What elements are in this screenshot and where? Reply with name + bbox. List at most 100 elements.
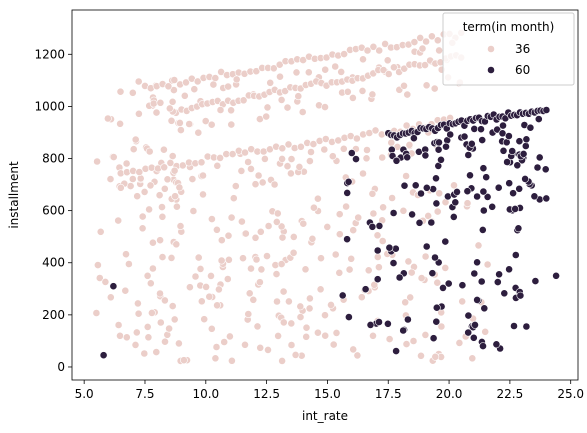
point-36 [289, 232, 298, 241]
point-36 [463, 199, 472, 208]
point-60 [399, 326, 408, 335]
point-36 [194, 253, 203, 262]
point-36 [307, 148, 315, 156]
point-36 [404, 257, 413, 266]
point-60 [479, 342, 487, 350]
point-36 [237, 166, 246, 175]
point-60 [451, 198, 460, 207]
point-36 [272, 217, 281, 226]
point-36 [359, 169, 367, 178]
point-36 [217, 68, 225, 76]
point-60 [391, 244, 400, 253]
point-36 [241, 340, 249, 349]
point-36 [197, 297, 206, 306]
point-36 [158, 253, 167, 261]
plot-area [92, 28, 560, 365]
point-36 [128, 88, 137, 97]
point-36 [362, 154, 371, 163]
point-36 [433, 36, 442, 45]
point-36 [212, 343, 221, 351]
point-60 [366, 320, 375, 329]
point-36 [357, 293, 366, 302]
point-36 [253, 322, 262, 331]
point-36 [143, 322, 152, 331]
point-36 [335, 210, 344, 219]
point-36 [422, 37, 430, 46]
point-36 [201, 117, 210, 125]
point-36 [342, 202, 350, 211]
point-36 [166, 158, 175, 167]
point-36 [421, 252, 430, 261]
point-60 [470, 269, 479, 278]
point-36 [287, 155, 296, 163]
point-36 [132, 328, 141, 337]
point-60 [344, 177, 353, 186]
y-tick-label: 0 [57, 360, 65, 374]
point-36 [217, 256, 226, 265]
point-60 [531, 277, 540, 285]
series-60-points [99, 106, 560, 360]
point-36 [262, 112, 271, 121]
point-36 [251, 233, 260, 242]
legend-entry-36: 36 [515, 42, 530, 56]
point-60 [458, 281, 467, 290]
point-36 [109, 153, 118, 161]
point-36 [363, 146, 371, 154]
point-36 [114, 321, 123, 329]
point-36 [172, 202, 181, 211]
point-36 [245, 289, 254, 298]
point-60 [513, 161, 522, 170]
point-60 [446, 130, 455, 139]
point-36 [287, 341, 296, 349]
point-36 [185, 120, 194, 128]
point-36 [207, 215, 216, 223]
point-60 [511, 251, 520, 259]
point-36 [152, 108, 161, 117]
point-36 [175, 183, 184, 192]
point-60 [400, 181, 409, 190]
point-36 [168, 97, 177, 106]
point-36 [468, 354, 477, 363]
point-60 [464, 151, 473, 159]
point-36 [320, 145, 329, 154]
point-60 [373, 275, 382, 284]
point-60 [408, 210, 416, 219]
point-36 [283, 103, 292, 112]
point-36 [140, 349, 149, 358]
point-60 [515, 184, 524, 193]
point-36 [388, 194, 396, 202]
point-60 [503, 158, 511, 166]
point-36 [106, 293, 115, 302]
point-60 [463, 187, 472, 196]
point-36 [167, 116, 176, 125]
point-36 [182, 78, 190, 87]
point-36 [140, 187, 149, 196]
point-36 [256, 343, 265, 352]
point-36 [122, 250, 130, 259]
point-36 [371, 126, 380, 135]
point-36 [175, 119, 184, 127]
point-60 [535, 153, 544, 162]
legend-entry-60: 60 [515, 63, 530, 77]
point-36 [373, 253, 382, 261]
point-36 [302, 323, 311, 332]
point-36 [138, 224, 147, 233]
point-36 [331, 62, 340, 71]
point-36 [249, 295, 258, 304]
point-36 [302, 332, 311, 341]
point-36 [381, 40, 389, 48]
point-36 [106, 175, 115, 183]
point-60 [439, 283, 447, 292]
point-60 [344, 313, 353, 321]
point-36 [207, 120, 216, 129]
x-tick-label: 17.5 [375, 387, 402, 401]
point-36 [227, 356, 236, 365]
point-60 [511, 204, 519, 213]
point-60 [482, 173, 491, 182]
point-36 [369, 209, 378, 218]
point-36 [216, 106, 225, 114]
point-36 [402, 340, 411, 348]
point-36 [199, 190, 207, 199]
point-36 [354, 213, 363, 222]
point-36 [263, 252, 271, 260]
